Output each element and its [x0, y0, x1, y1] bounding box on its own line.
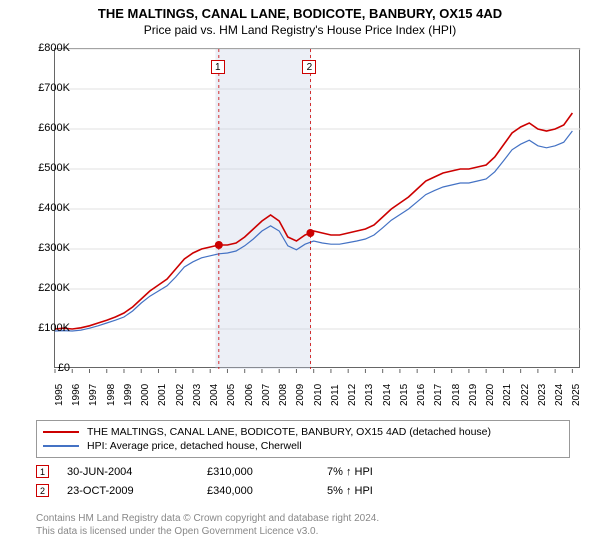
footer-line1: Contains HM Land Registry data © Crown c…: [36, 512, 570, 525]
x-tick-label: 1999: [123, 384, 134, 406]
x-tick-label: 2003: [192, 384, 203, 406]
x-tick-label: 1996: [71, 384, 82, 406]
chart-container: THE MALTINGS, CANAL LANE, BODICOTE, BANB…: [0, 0, 600, 560]
x-tick-label: 2011: [330, 384, 341, 406]
x-tick-label: 2005: [226, 384, 237, 406]
x-tick-label: 2008: [278, 384, 289, 406]
sale-row-marker: 2: [36, 484, 49, 497]
y-tick-label: £300K: [26, 242, 70, 254]
sale-date: 30-JUN-2004: [67, 466, 207, 478]
x-tick-label: 2002: [175, 384, 186, 406]
y-tick-label: £500K: [26, 162, 70, 174]
legend-swatch: [43, 431, 79, 433]
sale-marker-box: 2: [302, 60, 316, 74]
chart-subtitle: Price paid vs. HM Land Registry's House …: [0, 21, 600, 41]
y-tick-label: £200K: [26, 282, 70, 294]
x-tick-label: 1997: [88, 384, 99, 406]
legend-swatch: [43, 445, 79, 447]
sale-price: £340,000: [207, 485, 327, 497]
legend-label: HPI: Average price, detached house, Cher…: [87, 440, 302, 452]
x-tick-label: 2013: [364, 384, 375, 406]
x-tick-label: 2025: [571, 384, 582, 406]
x-tick-label: 2022: [520, 384, 531, 406]
sale-date: 23-OCT-2009: [67, 485, 207, 497]
x-tick-label: 1998: [106, 384, 117, 406]
sale-marker-dot: [215, 241, 223, 249]
x-tick-label: 2001: [157, 384, 168, 406]
x-tick-label: 2023: [537, 384, 548, 406]
sale-marker-box: 1: [211, 60, 225, 74]
x-tick-label: 2009: [295, 384, 306, 406]
sale-row: 1 30-JUN-2004£310,0007% ↑ HPI: [36, 462, 570, 481]
legend: THE MALTINGS, CANAL LANE, BODICOTE, BANB…: [36, 420, 570, 458]
x-tick-label: 2021: [502, 384, 513, 406]
plot-area: [54, 48, 580, 368]
y-tick-label: £700K: [26, 82, 70, 94]
x-tick-label: 2012: [347, 384, 358, 406]
plot-svg: [55, 49, 579, 367]
sale-marker-dot: [306, 229, 314, 237]
legend-row: HPI: Average price, detached house, Cher…: [43, 439, 563, 453]
x-tick-label: 2018: [451, 384, 462, 406]
x-tick-label: 2016: [416, 384, 427, 406]
y-tick-label: £600K: [26, 122, 70, 134]
x-tick-label: 2004: [209, 384, 220, 406]
x-tick-label: 2006: [244, 384, 255, 406]
footer-attribution: Contains HM Land Registry data © Crown c…: [36, 512, 570, 538]
legend-row: THE MALTINGS, CANAL LANE, BODICOTE, BANB…: [43, 425, 563, 439]
x-tick-label: 2014: [382, 384, 393, 406]
sales-table: 1 30-JUN-2004£310,0007% ↑ HPI 2 23-OCT-2009…: [36, 462, 570, 500]
sale-row-marker: 1: [36, 465, 49, 478]
y-tick-label: £100K: [26, 322, 70, 334]
series-line: [55, 113, 572, 329]
x-tick-label: 2007: [261, 384, 272, 406]
sale-price: £310,000: [207, 466, 327, 478]
y-tick-label: £800K: [26, 42, 70, 54]
sale-pct: 5% ↑ HPI: [327, 485, 437, 497]
sale-pct: 7% ↑ HPI: [327, 466, 437, 478]
x-tick-label: 2020: [485, 384, 496, 406]
chart-title: THE MALTINGS, CANAL LANE, BODICOTE, BANB…: [0, 0, 600, 21]
x-tick-label: 2019: [468, 384, 479, 406]
x-tick-label: 2017: [433, 384, 444, 406]
x-tick-label: 1995: [54, 384, 65, 406]
footer-line2: This data is licensed under the Open Gov…: [36, 525, 570, 538]
y-tick-label: £400K: [26, 202, 70, 214]
x-tick-label: 2000: [140, 384, 151, 406]
x-tick-label: 2010: [313, 384, 324, 406]
x-tick-label: 2024: [554, 384, 565, 406]
legend-label: THE MALTINGS, CANAL LANE, BODICOTE, BANB…: [87, 426, 491, 438]
x-tick-label: 2015: [399, 384, 410, 406]
sale-row: 2 23-OCT-2009£340,0005% ↑ HPI: [36, 481, 570, 500]
